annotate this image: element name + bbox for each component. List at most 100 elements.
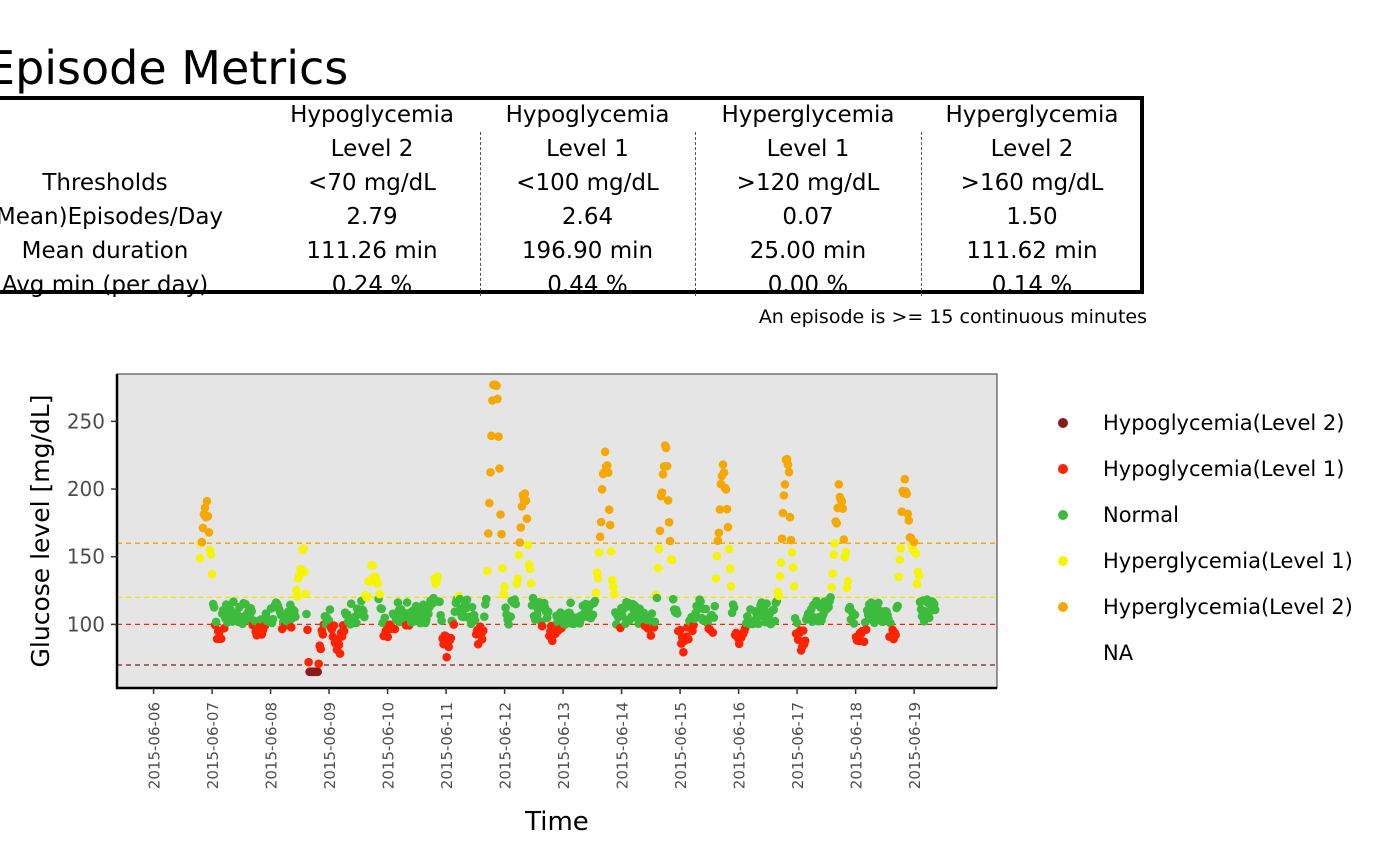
page-title: Episode Metrics [0,41,349,95]
cell-avg-min: 0.24 % [331,272,413,298]
data-point [725,564,735,573]
col-header-line2: Level 2 [990,136,1074,162]
y-tick-label: 100 [67,612,105,636]
data-point [800,636,810,646]
data-point [380,613,390,623]
legend-item: Hyperglycemia(Level 1) [1050,538,1395,584]
data-point [594,548,604,557]
data-point [664,518,674,527]
data-point [462,595,472,605]
x-tick-label: 2015-06-13 [555,702,573,789]
row-label-episodes-per-day: (Mean)Episodes/Day [0,204,224,230]
data-point [650,617,660,627]
data-point [493,394,502,404]
data-point [903,509,913,519]
x-tick-label: 2015-06-07 [204,702,222,789]
data-point [393,598,403,607]
data-point [909,537,919,547]
data-point [689,621,698,630]
data-point [618,611,627,621]
data-point [206,550,216,559]
data-point [828,569,837,578]
col-header-line1: Hyperglycemia [945,102,1119,128]
data-point [500,582,509,592]
y-tick-label: 200 [67,477,105,501]
x-tick-label: 2015-06-09 [321,702,339,789]
data-point [896,544,905,553]
cell-threshold: >160 mg/dL [960,170,1104,196]
x-tick-label: 2015-06-10 [380,702,398,789]
data-point [684,634,693,644]
data-point [484,529,493,538]
data-point [268,614,278,624]
data-point [303,625,312,635]
cell-mean-duration: 25.00 min [749,238,867,264]
data-point [435,597,444,607]
data-point [859,637,869,646]
data-point [198,523,208,533]
data-point [487,431,496,441]
data-point [723,522,733,532]
data-point [701,604,710,614]
data-point [600,447,610,457]
data-point [668,594,678,604]
data-point [548,636,557,646]
data-point [724,544,734,554]
legend-dot-hypo-level1 [1058,464,1068,474]
data-point [652,593,662,603]
legend-dot-hyper-level1 [1058,556,1068,566]
x-axis-ticks: 2015-06-06 2015-06-07 2015-06-08 2015-06-09… [146,688,924,789]
data-point [504,620,513,629]
y-axis-label: Glucose level [mg/dL] [26,395,55,668]
x-tick-label: 2015-06-06 [146,702,164,789]
data-point [329,621,339,630]
data-point [861,625,871,634]
data-point [501,603,510,612]
data-point [849,619,859,628]
data-point [494,432,503,441]
data-point [506,612,515,621]
legend-label: Hyperglycemia(Level 1) [1103,549,1353,573]
data-point [789,582,799,591]
row-label-mean-duration: Mean duration [21,238,189,264]
data-point [449,620,459,629]
data-point [667,555,677,565]
cell-mean-duration: 196.90 min [521,238,654,264]
data-point [709,613,719,622]
data-point [785,512,795,522]
data-point [609,582,618,592]
col-header-line1: Hyperglycemia [721,102,895,128]
x-tick-label: 2015-06-08 [263,702,281,789]
data-point [301,589,310,599]
x-tick-label: 2015-06-16 [731,702,749,789]
data-point [713,536,723,545]
data-point [778,508,788,518]
cell-avg-min: 0.14 % [991,272,1073,298]
legend-label: Hyperglycemia(Level 2) [1103,595,1353,619]
data-point [203,511,213,521]
data-point [603,468,613,477]
data-point [780,480,790,489]
x-tick-label: 2015-06-19 [906,702,924,789]
data-point [608,575,617,585]
data-point [566,598,575,608]
x-tick-label: 2015-06-18 [848,702,866,789]
data-point [477,635,487,644]
data-point [893,601,902,611]
data-point [375,589,385,599]
data-point [497,529,506,539]
data-point [482,594,491,604]
data-point [287,623,296,632]
data-point [467,602,477,612]
data-point [715,505,725,514]
data-point [402,598,412,607]
data-point [433,572,442,581]
legend-item: Hyperglycemia(Level 2) [1050,584,1395,630]
data-point [827,583,836,592]
col-header-line2: Level 1 [546,136,629,162]
data-point [900,474,910,484]
data-point [597,485,607,494]
data-point [902,489,912,499]
data-point [712,551,722,561]
